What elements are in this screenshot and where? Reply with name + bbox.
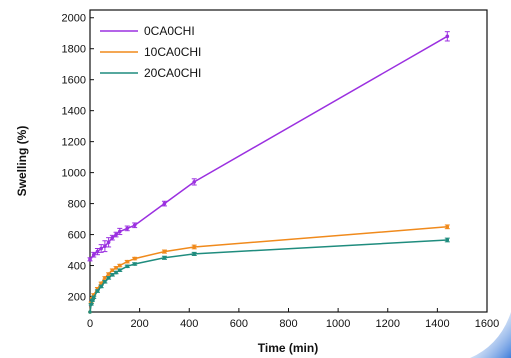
data-point-10ca0chi [117,263,122,268]
y-tick-label: 1400 [62,106,86,118]
data-point-20ca0chi [110,273,115,277]
x-tick-label: 1400 [425,318,449,330]
x-tick-label: 1600 [475,318,499,330]
x-tick-label: 800 [279,318,297,330]
x-tick-label: 200 [130,318,148,330]
data-point-0ca0chi [110,235,115,240]
data-point-0ca0chi [91,252,96,257]
legend-label-0ca0chi: 0CA0CHI [144,24,195,38]
data-point-10ca0chi [132,256,137,261]
y-tick-label: 1200 [62,137,86,149]
data-point-20ca0chi [89,302,94,307]
x-tick-label: 600 [230,318,248,330]
data-point-10ca0chi [445,225,450,229]
series-0ca0chi [87,31,450,262]
corner-accent [470,312,511,358]
data-point-20ca0chi [117,268,122,272]
data-point-10ca0chi [192,245,197,249]
data-point-20ca0chi [125,264,130,269]
data-point-0ca0chi [445,34,450,39]
data-point-10ca0chi [125,259,130,264]
data-point-20ca0chi [103,280,107,284]
y-tick-label: 600 [68,230,86,242]
legend-label-20ca0chi: 20CA0CHI [144,66,201,80]
y-tick-label: 1600 [62,75,86,87]
series-line-10ca0chi [89,226,448,313]
y-tick-label: 400 [68,261,86,273]
x-axis-ticks: 0 200 400 600 800 1000 1200 1400 1600 [87,308,499,330]
series-line-20ca0chi [89,239,448,313]
data-point-0ca0chi [117,229,122,234]
series-10ca0chi [88,224,450,314]
data-point-10ca0chi [103,276,107,280]
y-axis-ticks: 200 400 600 800 1000 1200 1400 1600 1800 2000 [62,13,94,304]
x-tick-label: 1000 [326,318,350,330]
y-tick-label: 200 [68,292,86,304]
y-axis-title: Swelling (%) [15,126,29,197]
data-point-20ca0chi [95,289,100,293]
data-point-0ca0chi [99,246,103,251]
data-point-0ca0chi [88,257,92,262]
data-point-20ca0chi [445,238,450,242]
data-point-0ca0chi [192,180,197,184]
data-point-20ca0chi [114,270,118,275]
series-layer [87,31,450,314]
data-point-0ca0chi [95,249,100,254]
data-point-20ca0chi [88,310,92,314]
data-point-10ca0chi [110,268,115,272]
y-tick-label: 2000 [62,13,86,25]
data-point-10ca0chi [106,272,111,276]
data-point-0ca0chi [103,244,107,248]
data-point-0ca0chi [162,201,167,206]
data-point-0ca0chi [125,226,130,231]
y-tick-label: 800 [68,199,86,211]
y-tick-label: 1800 [62,44,86,56]
data-point-0ca0chi [132,223,137,228]
data-point-20ca0chi [192,252,197,256]
data-point-10ca0chi [114,266,118,270]
data-point-20ca0chi [90,298,95,303]
data-point-20ca0chi [162,255,167,260]
data-point-10ca0chi [162,249,167,254]
x-tick-label: 400 [180,318,198,330]
data-point-20ca0chi [132,262,137,266]
data-point-20ca0chi [106,276,111,280]
x-tick-label: 0 [87,318,93,330]
legend: 0CA0CHI 10CA0CHI 20CA0CHI [100,24,201,80]
data-point-0ca0chi [106,240,111,245]
x-axis-title: Time (min) [258,341,318,355]
data-point-20ca0chi [91,295,96,300]
legend-label-10ca0chi: 10CA0CHI [144,45,201,59]
data-point-0ca0chi [114,232,118,237]
series-20ca0chi [88,237,450,314]
data-point-20ca0chi [99,284,103,289]
x-tick-label: 1200 [376,318,400,330]
y-tick-label: 1000 [62,168,86,180]
